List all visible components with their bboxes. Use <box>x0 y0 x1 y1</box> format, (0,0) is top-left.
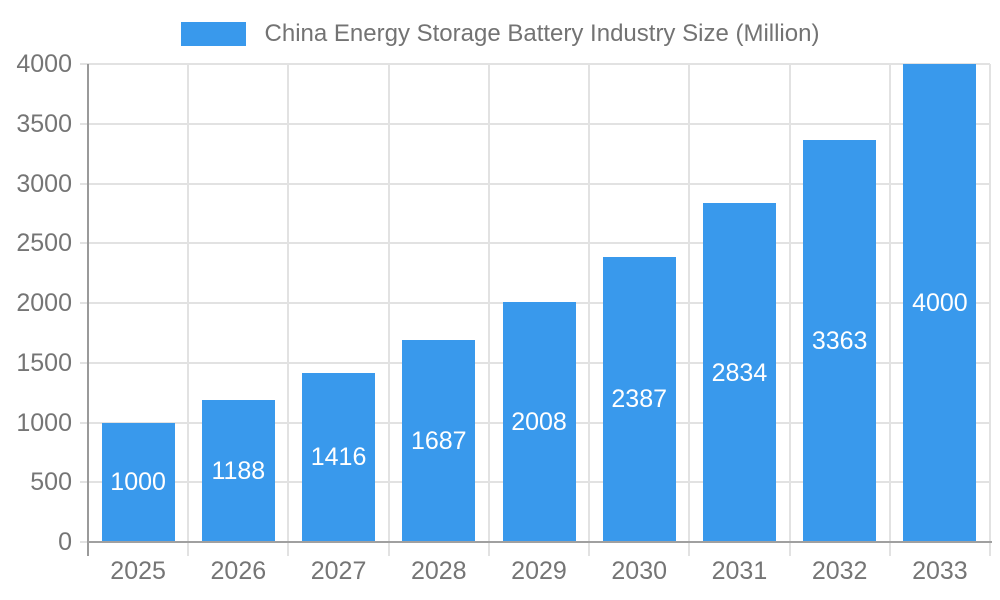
bar[interactable]: 1416 <box>302 372 376 542</box>
bar[interactable]: 1000 <box>101 422 175 542</box>
legend-swatch <box>180 22 246 46</box>
x-tick-label: 2030 <box>611 557 668 585</box>
bar-value-label: 1687 <box>410 427 467 456</box>
x-tick-label: 2025 <box>110 557 166 585</box>
bar[interactable]: 2834 <box>702 203 776 542</box>
y-tick-label: 1000 <box>16 408 72 437</box>
x-tick-label: 2028 <box>410 557 467 585</box>
x-tick-label: 2026 <box>210 557 267 585</box>
bar-value-label: 1416 <box>310 443 367 472</box>
bar[interactable]: 2008 <box>502 302 576 542</box>
v-gridline <box>387 64 390 556</box>
bar-value-label: 2387 <box>611 385 668 414</box>
x-tick-label: 2033 <box>912 557 968 585</box>
y-tick-label: 500 <box>30 468 72 497</box>
bar-value-label: 4000 <box>912 289 968 317</box>
bar[interactable]: 3363 <box>803 140 877 542</box>
x-tick-label: 2032 <box>811 557 868 585</box>
v-gridline <box>588 64 591 556</box>
v-gridline <box>788 64 791 556</box>
y-tick-label: 0 <box>58 528 72 556</box>
plot-area: 1000 1188 1416 1687 2008 2387 2834 3363 4000 <box>80 63 991 556</box>
bar[interactable]: 1188 <box>201 400 275 542</box>
legend[interactable]: China Energy Storage Battery Industry Si… <box>0 20 1000 48</box>
bar-value-label: 2834 <box>711 358 768 387</box>
x-axis-line <box>88 541 992 543</box>
legend-label: China Energy Storage Battery Industry Si… <box>264 20 820 47</box>
x-tick-label: 2027 <box>310 557 367 585</box>
v-gridline <box>487 64 490 556</box>
v-gridline <box>888 64 891 556</box>
y-tick-label: 2000 <box>16 289 72 317</box>
bar-value-label: 1188 <box>211 457 266 486</box>
v-gridline <box>688 64 691 556</box>
bar[interactable]: 4000 <box>903 64 977 542</box>
y-tick-label: 1500 <box>16 348 72 377</box>
y-tick-label: 4000 <box>16 50 72 78</box>
h-gridline <box>80 122 990 125</box>
v-gridline <box>989 64 991 556</box>
bar[interactable]: 2387 <box>602 256 676 542</box>
x-tick-label: 2031 <box>711 557 768 585</box>
x-tick-label: 2029 <box>511 557 567 585</box>
v-gridline <box>187 64 190 556</box>
y-axis-line <box>87 64 89 556</box>
y-tick-label: 3000 <box>16 169 72 198</box>
bar-value-label: 1000 <box>110 468 166 497</box>
y-tick-label: 3500 <box>16 109 72 138</box>
bar[interactable]: 1687 <box>402 340 476 542</box>
bar-value-label: 2008 <box>511 408 567 437</box>
h-gridline <box>80 63 990 65</box>
v-gridline <box>287 64 290 556</box>
bar-value-label: 3363 <box>811 327 868 356</box>
h-gridline <box>80 182 990 185</box>
h-gridline <box>80 242 990 245</box>
y-tick-label: 2500 <box>16 229 72 258</box>
